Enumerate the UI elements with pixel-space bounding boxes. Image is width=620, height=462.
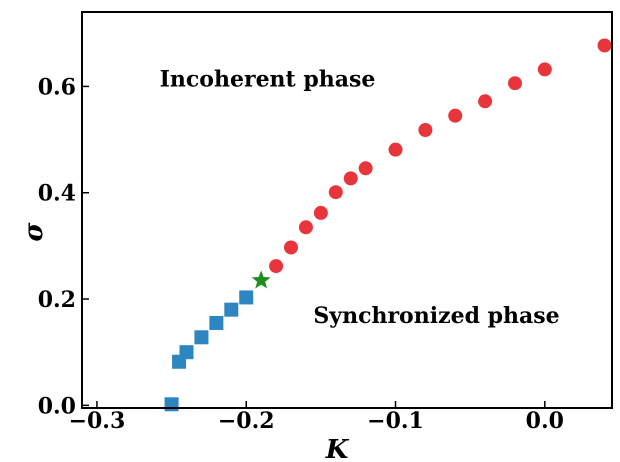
phase-annotation: Incoherent phase (160, 66, 376, 92)
x-tick-label: −0.2 (218, 408, 275, 434)
y-tick-label: 0.0 (38, 393, 76, 419)
circle-marker (328, 185, 343, 200)
x-tick-label: −0.1 (367, 408, 424, 434)
circle-marker (478, 94, 493, 109)
circle-marker (358, 161, 373, 176)
y-tick-label: 0.2 (38, 287, 76, 313)
square-marker (209, 315, 224, 330)
square-marker (164, 397, 179, 412)
y-tick-label: 0.6 (38, 74, 76, 100)
circle-marker (597, 38, 612, 53)
circle-marker (343, 171, 358, 186)
x-tick-label: 0.0 (526, 408, 564, 434)
x-axis-label: K (325, 435, 350, 462)
circle-marker (537, 62, 552, 77)
circle-marker (418, 123, 433, 138)
y-tick-label: 0.4 (38, 181, 76, 207)
circle-marker (448, 108, 463, 123)
annotations: Incoherent phase Synchronized phase (160, 66, 560, 329)
y-axis-label: σ (19, 222, 49, 242)
circle-marker (313, 205, 328, 220)
square-marker (224, 302, 239, 317)
circle-marker (284, 240, 299, 255)
x-tick-label: −0.3 (69, 408, 126, 434)
square-marker (194, 330, 209, 345)
axes: −0.3 −0.2 −0.1 0.0 0.0 0.2 0.4 0.6 Kσ (19, 74, 564, 462)
star-marker (251, 270, 271, 289)
square-marker (239, 290, 254, 305)
circle-marker (507, 76, 522, 91)
square-marker (179, 345, 194, 360)
data-marks (164, 38, 612, 412)
circle-marker (388, 142, 403, 157)
circle-marker (298, 220, 313, 235)
plot-frame (81, 11, 613, 409)
phase-annotation: Synchronized phase (313, 303, 559, 329)
circle-marker (269, 259, 284, 274)
